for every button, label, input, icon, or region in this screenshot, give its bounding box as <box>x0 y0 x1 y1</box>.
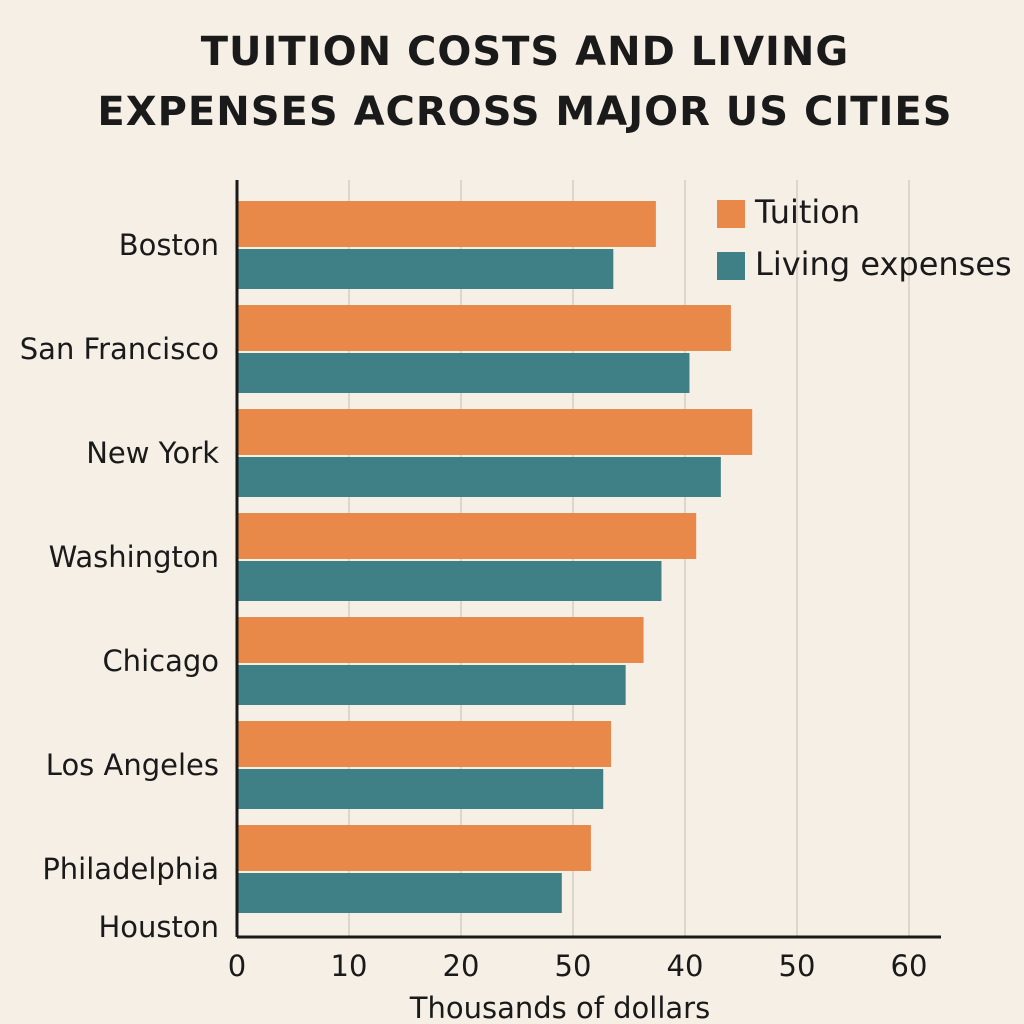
bar <box>237 617 644 663</box>
bar <box>237 825 591 871</box>
legend-swatch <box>717 252 745 280</box>
bar <box>237 561 662 601</box>
bar <box>237 305 731 351</box>
y-tick-label: Washington <box>49 540 219 574</box>
y-tick-label: Los Angeles <box>46 748 219 782</box>
bar <box>237 409 753 455</box>
legend-label: Tuition <box>754 193 860 231</box>
bar <box>237 353 690 393</box>
x-axis-title: Thousands of dollars <box>409 991 710 1024</box>
y-tick-label: New York <box>86 436 219 470</box>
bar <box>237 769 604 809</box>
bar <box>237 249 614 289</box>
x-tick-label: 50 <box>779 949 816 983</box>
y-tick-label: San Francisco <box>20 332 219 366</box>
x-tick-label: 20 <box>443 949 480 983</box>
bar <box>237 513 697 559</box>
x-tick-label: 60 <box>891 949 928 983</box>
y-tick-label: Houston <box>98 910 219 944</box>
bar <box>237 873 562 913</box>
x-tick-label: 10 <box>331 949 368 983</box>
y-tick-label: Philadelphia <box>42 852 219 886</box>
x-tick-label: 0 <box>228 949 246 983</box>
x-tick-label: 40 <box>667 949 704 983</box>
y-tick-label: Chicago <box>102 644 219 678</box>
bar <box>237 201 656 247</box>
legend-swatch <box>717 200 745 228</box>
x-tick-label: 50 <box>555 949 592 983</box>
legend-label: Living expenses <box>755 245 1012 283</box>
bar <box>237 457 721 497</box>
y-tick-label: Boston <box>119 228 219 262</box>
chart-title: TUITION COSTS AND LIVING EXPENSES ACROSS… <box>97 29 953 135</box>
bar <box>237 721 612 767</box>
bar <box>237 665 626 705</box>
